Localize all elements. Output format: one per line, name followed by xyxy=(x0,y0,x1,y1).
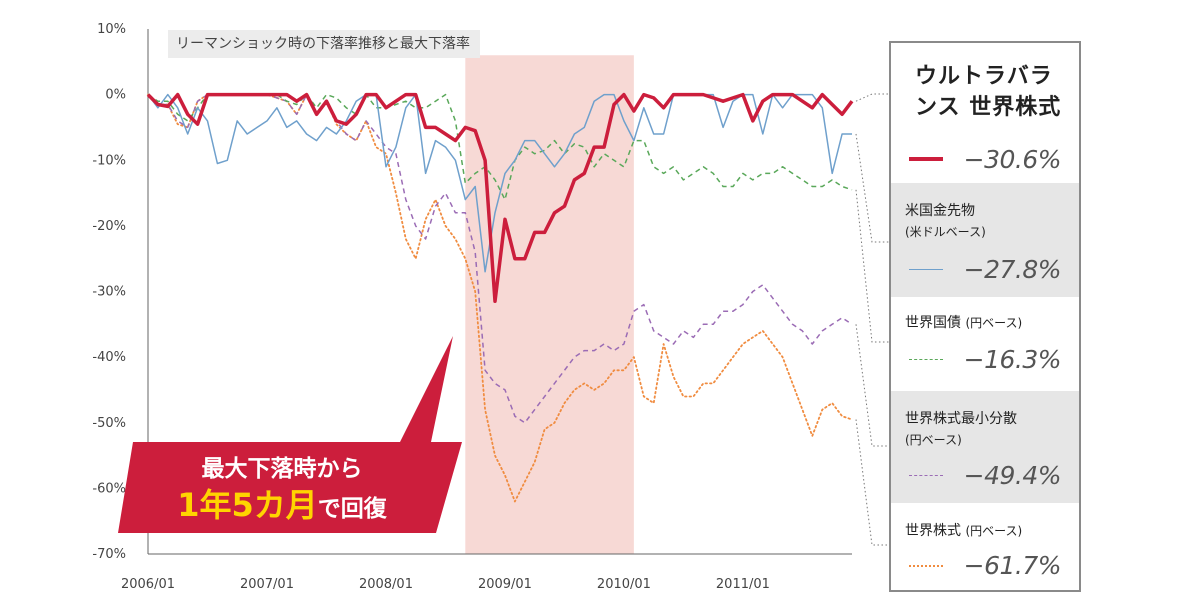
series-line-0 xyxy=(146,92,854,304)
callout-text: 最大下落時から 1年5カ月で回復 xyxy=(132,452,432,528)
legend-name: 世界国債 (円ベース) xyxy=(905,313,1079,334)
y-tick-label: -50% xyxy=(92,416,126,431)
legend-item-world-bonds: 世界国債 (円ベース) −16.3% xyxy=(891,297,1079,391)
legend-title-line2: ンス 世界株式 xyxy=(915,95,1062,120)
legend-sub: (円ベース) xyxy=(905,433,962,447)
legend-swatch xyxy=(909,269,943,270)
legend-value: −16.3% xyxy=(963,345,1062,374)
callout-line2: 1年5カ月で回復 xyxy=(132,486,432,528)
y-tick-label: -30% xyxy=(92,285,126,300)
legend-sub: (円ベース) xyxy=(965,316,1023,330)
chart-title: リーマンショック時の下落率推移と最大下落率 xyxy=(168,30,480,58)
legend-item-min-variance: 世界株式最小分散 (円ベース) −49.4% xyxy=(891,391,1079,503)
legend-swatch xyxy=(909,475,943,476)
legend-row: −16.3% xyxy=(905,345,1075,375)
legend-value: −49.4% xyxy=(963,461,1062,490)
legend-sub: (円ベース) xyxy=(965,524,1023,538)
x-tick-label: 2009/01 xyxy=(478,577,532,592)
y-tick-label: -20% xyxy=(92,219,126,234)
legend-item-gold: 米国金先物 (米ドルベース) −27.8% xyxy=(891,183,1079,297)
legend-connector-0 xyxy=(855,93,889,102)
series-line-2 xyxy=(147,93,853,201)
legend-item-ultra-balance: ウルトラバラ ンス 世界株式 −30.6% xyxy=(891,61,1079,201)
legend-connector-4 xyxy=(855,419,889,546)
legend-name: 米国金先物 xyxy=(905,203,975,219)
x-tick-label: 2011/01 xyxy=(716,577,770,592)
y-tick-label: -60% xyxy=(92,481,126,496)
x-tick-label: 2010/01 xyxy=(597,577,651,592)
legend-panel: ウルトラバラ ンス 世界株式 −30.6% 米国金先物 (米ドルベース) −27… xyxy=(889,41,1081,592)
callout-highlight: 1年5カ月 xyxy=(177,486,318,524)
legend-row: −49.4% xyxy=(905,461,1075,491)
legend-row: −27.8% xyxy=(905,255,1075,285)
callout-rest: で回復 xyxy=(317,496,387,522)
legend-row: −61.7% xyxy=(905,551,1075,581)
legend-value: −30.6% xyxy=(963,145,1062,174)
legend-swatch xyxy=(909,359,943,360)
legend-value: −27.8% xyxy=(963,255,1062,284)
x-tick-label: 2008/01 xyxy=(359,577,413,592)
y-tick-label: 0% xyxy=(105,88,126,103)
y-tick-label: -40% xyxy=(92,350,126,365)
legend-name: 世界株式 (円ベース) xyxy=(905,521,1079,542)
legend-name-text: 世界株式 xyxy=(905,523,961,539)
legend-swatch xyxy=(909,157,943,161)
legend-name-text: 世界国債 xyxy=(905,315,961,331)
legend-row: −30.6% xyxy=(905,145,1075,175)
legend-title-line1: ウルトラバラ xyxy=(915,64,1053,89)
callout-box xyxy=(118,336,462,533)
legend-item-world-equities: 世界株式 (円ベース) −61.7% xyxy=(891,503,1079,591)
callout-line1: 最大下落時から xyxy=(201,456,363,482)
legend-name: 世界株式最小分散 xyxy=(905,411,1017,427)
legend-connector-1 xyxy=(855,133,889,243)
series-line-1 xyxy=(147,93,852,273)
y-tick-label: 10% xyxy=(97,22,126,37)
legend-swatch xyxy=(909,565,943,567)
y-tick-label: -70% xyxy=(92,547,126,562)
y-tick-label: -10% xyxy=(92,153,126,168)
x-tick-label: 2007/01 xyxy=(240,577,294,592)
x-tick-label: 2006/01 xyxy=(121,577,175,592)
legend-value: −61.7% xyxy=(963,551,1062,580)
legend-sub: (米ドルベース) xyxy=(905,225,986,239)
legend-connector-2 xyxy=(855,189,889,343)
legend-connector-3 xyxy=(855,324,889,447)
series-line-3 xyxy=(147,93,853,424)
